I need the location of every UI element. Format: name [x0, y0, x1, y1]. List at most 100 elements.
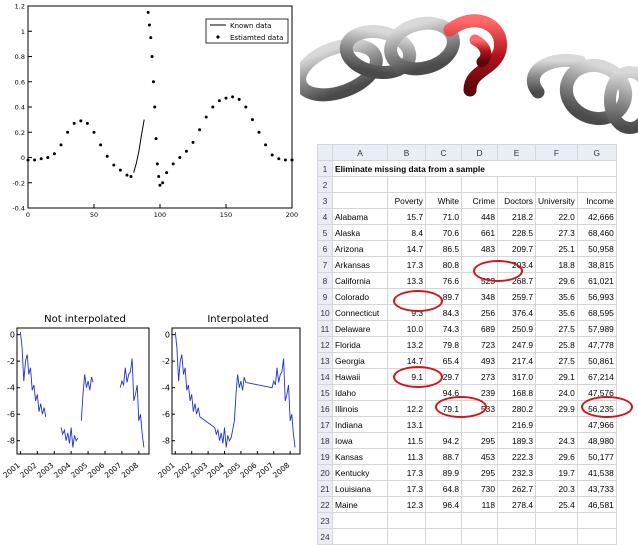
value-cell[interactable]: 12.3: [387, 496, 426, 513]
column-title-cell[interactable]: White: [425, 192, 462, 209]
state-name-cell[interactable]: Idaho: [332, 384, 388, 401]
value-cell[interactable]: 24.0: [535, 384, 578, 401]
value-cell[interactable]: 68,595: [576, 304, 617, 321]
value-cell[interactable]: 27.5: [535, 352, 578, 369]
state-name-cell[interactable]: Florida: [332, 336, 388, 353]
value-cell[interactable]: 448: [461, 208, 498, 225]
value-cell[interactable]: 348: [461, 288, 498, 305]
value-cell[interactable]: 18.8: [535, 256, 578, 273]
state-name-cell[interactable]: Alaska: [332, 224, 388, 241]
value-cell[interactable]: [461, 416, 498, 433]
column-header[interactable]: F: [535, 144, 578, 161]
value-cell[interactable]: 13.1: [387, 416, 426, 433]
value-cell[interactable]: 94.2: [425, 432, 462, 449]
value-cell[interactable]: 27.5: [535, 320, 578, 337]
value-cell[interactable]: 29.6: [535, 272, 578, 289]
sheet-cell[interactable]: [387, 176, 426, 193]
row-number[interactable]: 2: [317, 176, 333, 193]
value-cell[interactable]: 168.8: [497, 384, 536, 401]
value-cell[interactable]: 61,021: [576, 272, 617, 289]
value-cell[interactable]: 25.1: [535, 240, 578, 257]
sheet-cell[interactable]: [461, 512, 498, 529]
sheet-cell[interactable]: [332, 176, 388, 193]
value-cell[interactable]: 262.7: [497, 480, 536, 497]
sheet-cell[interactable]: [425, 176, 462, 193]
row-number[interactable]: 21: [317, 480, 333, 497]
value-cell[interactable]: 35.6: [535, 288, 578, 305]
value-cell[interactable]: 17.3: [387, 464, 426, 481]
value-cell[interactable]: 661: [461, 224, 498, 241]
state-name-cell[interactable]: Connecticut: [332, 304, 388, 321]
value-cell[interactable]: 14.7: [387, 240, 426, 257]
sheet-cell[interactable]: [497, 512, 536, 529]
sheet-cell[interactable]: [576, 176, 617, 193]
sheet-cell[interactable]: [535, 176, 578, 193]
sheet-title-cell[interactable]: Eliminate missing data from a sample: [332, 160, 617, 177]
state-name-cell[interactable]: Alabama: [332, 208, 388, 225]
row-number[interactable]: 13: [317, 352, 333, 369]
row-number[interactable]: 23: [317, 512, 333, 529]
row-number[interactable]: 15: [317, 384, 333, 401]
value-cell[interactable]: 218.2: [497, 208, 536, 225]
value-cell[interactable]: 88.7: [425, 448, 462, 465]
value-cell[interactable]: 47,966: [576, 416, 617, 433]
value-cell[interactable]: 256: [461, 304, 498, 321]
column-header[interactable]: C: [425, 144, 462, 161]
value-cell[interactable]: 29.1: [535, 368, 578, 385]
value-cell[interactable]: 70.6: [425, 224, 462, 241]
column-title-cell[interactable]: Doctors: [497, 192, 536, 209]
value-cell[interactable]: 68,460: [576, 224, 617, 241]
value-cell[interactable]: 15.7: [387, 208, 426, 225]
row-number[interactable]: 4: [317, 208, 333, 225]
value-cell[interactable]: 80.8: [425, 256, 462, 273]
value-cell[interactable]: 453: [461, 448, 498, 465]
value-cell[interactable]: 50,177: [576, 448, 617, 465]
sheet-cell[interactable]: [425, 528, 462, 545]
state-name-cell[interactable]: Illinois: [332, 400, 388, 417]
value-cell[interactable]: 76.6: [425, 272, 462, 289]
value-cell[interactable]: 317.0: [497, 368, 536, 385]
row-number[interactable]: 6: [317, 240, 333, 257]
value-cell[interactable]: 56,993: [576, 288, 617, 305]
state-name-cell[interactable]: Delaware: [332, 320, 388, 337]
value-cell[interactable]: 41,538: [576, 464, 617, 481]
state-name-cell[interactable]: Colorado: [332, 288, 388, 305]
value-cell[interactable]: 96.4: [425, 496, 462, 513]
value-cell[interactable]: 29.9: [535, 400, 578, 417]
row-number[interactable]: 8: [317, 272, 333, 289]
sheet-cell[interactable]: [461, 528, 498, 545]
row-number[interactable]: 22: [317, 496, 333, 513]
column-title-cell[interactable]: Poverty: [387, 192, 426, 209]
value-cell[interactable]: 25.4: [535, 496, 578, 513]
corner-cell[interactable]: [317, 144, 333, 161]
value-cell[interactable]: [535, 416, 578, 433]
sheet-cell[interactable]: [425, 512, 462, 529]
row-number[interactable]: 18: [317, 432, 333, 449]
value-cell[interactable]: 12.2: [387, 400, 426, 417]
column-title-cell[interactable]: Income: [576, 192, 617, 209]
value-cell[interactable]: 17.3: [387, 256, 426, 273]
row-number[interactable]: 24: [317, 528, 333, 545]
value-cell[interactable]: 48,980: [576, 432, 617, 449]
value-cell[interactable]: 24.3: [535, 432, 578, 449]
value-cell[interactable]: 217.4: [497, 352, 536, 369]
value-cell[interactable]: 259.7: [497, 288, 536, 305]
row-number[interactable]: 10: [317, 304, 333, 321]
row-number[interactable]: 20: [317, 464, 333, 481]
value-cell[interactable]: 730: [461, 480, 498, 497]
sheet-cell[interactable]: [576, 512, 617, 529]
state-name-cell[interactable]: Kentucky: [332, 464, 388, 481]
row-number[interactable]: 11: [317, 320, 333, 337]
value-cell[interactable]: 278.4: [497, 496, 536, 513]
value-cell[interactable]: 13.3: [387, 272, 426, 289]
value-cell[interactable]: [425, 416, 462, 433]
row-number[interactable]: 7: [317, 256, 333, 273]
column-header[interactable]: E: [497, 144, 536, 161]
column-header[interactable]: G: [576, 144, 617, 161]
column-header[interactable]: D: [461, 144, 498, 161]
value-cell[interactable]: 65.4: [425, 352, 462, 369]
value-cell[interactable]: 19.7: [535, 464, 578, 481]
state-name-cell[interactable]: Louisiana: [332, 480, 388, 497]
value-cell[interactable]: 22.0: [535, 208, 578, 225]
value-cell[interactable]: 57,989: [576, 320, 617, 337]
